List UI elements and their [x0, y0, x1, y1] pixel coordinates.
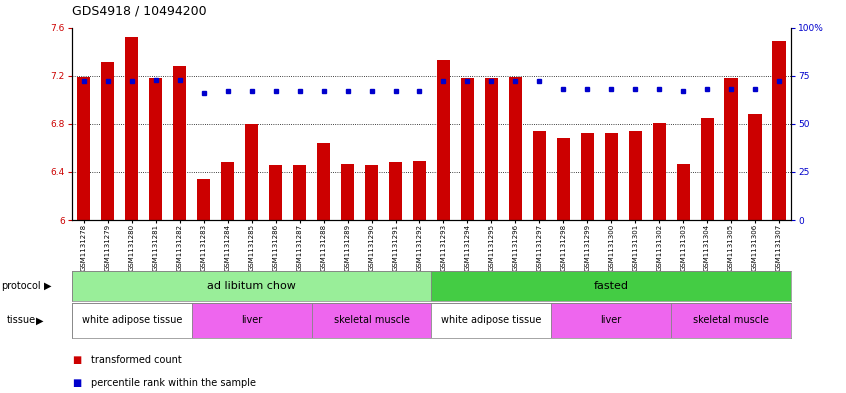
Bar — [341, 163, 354, 220]
Text: liver: liver — [601, 315, 622, 325]
Bar — [317, 143, 330, 220]
Bar — [671, 303, 791, 338]
Text: ad libitum chow: ad libitum chow — [207, 281, 296, 291]
Bar — [677, 163, 689, 220]
Text: ▶: ▶ — [36, 315, 44, 325]
Bar — [461, 78, 474, 220]
Bar — [724, 78, 738, 220]
Bar — [102, 62, 114, 220]
Text: tissue: tissue — [7, 315, 36, 325]
Bar — [772, 41, 786, 220]
Bar — [389, 162, 402, 220]
Text: liver: liver — [241, 315, 262, 325]
Text: fasted: fasted — [594, 281, 629, 291]
Bar — [293, 165, 306, 220]
Bar — [197, 179, 211, 220]
Bar — [485, 78, 498, 220]
Bar — [365, 165, 378, 220]
Text: white adipose tissue: white adipose tissue — [442, 315, 541, 325]
Text: ■: ■ — [72, 378, 81, 388]
Bar — [413, 161, 426, 220]
Bar — [269, 165, 283, 220]
Bar — [72, 303, 192, 338]
Bar — [700, 118, 714, 220]
Text: ■: ■ — [72, 354, 81, 365]
Bar — [605, 133, 618, 220]
Text: transformed count: transformed count — [91, 354, 181, 365]
Bar — [125, 37, 139, 220]
Bar — [192, 303, 311, 338]
Text: protocol: protocol — [1, 281, 41, 291]
Text: skeletal muscle: skeletal muscle — [693, 315, 769, 325]
Bar — [431, 271, 791, 301]
Bar — [749, 114, 761, 220]
Text: white adipose tissue: white adipose tissue — [82, 315, 182, 325]
Bar — [431, 303, 552, 338]
Text: percentile rank within the sample: percentile rank within the sample — [91, 378, 255, 388]
Bar — [72, 271, 431, 301]
Bar — [552, 303, 671, 338]
Bar — [508, 77, 522, 220]
Bar — [437, 60, 450, 220]
Bar — [557, 138, 570, 220]
Text: GDS4918 / 10494200: GDS4918 / 10494200 — [72, 5, 206, 18]
Bar — [173, 66, 186, 220]
Bar — [245, 124, 258, 220]
Bar — [652, 123, 666, 220]
Bar — [311, 303, 431, 338]
Text: ▶: ▶ — [44, 281, 52, 291]
Bar — [221, 162, 234, 220]
Bar — [580, 133, 594, 220]
Bar — [533, 131, 546, 220]
Bar — [149, 78, 162, 220]
Bar — [629, 131, 642, 220]
Bar — [77, 77, 91, 220]
Text: skeletal muscle: skeletal muscle — [333, 315, 409, 325]
